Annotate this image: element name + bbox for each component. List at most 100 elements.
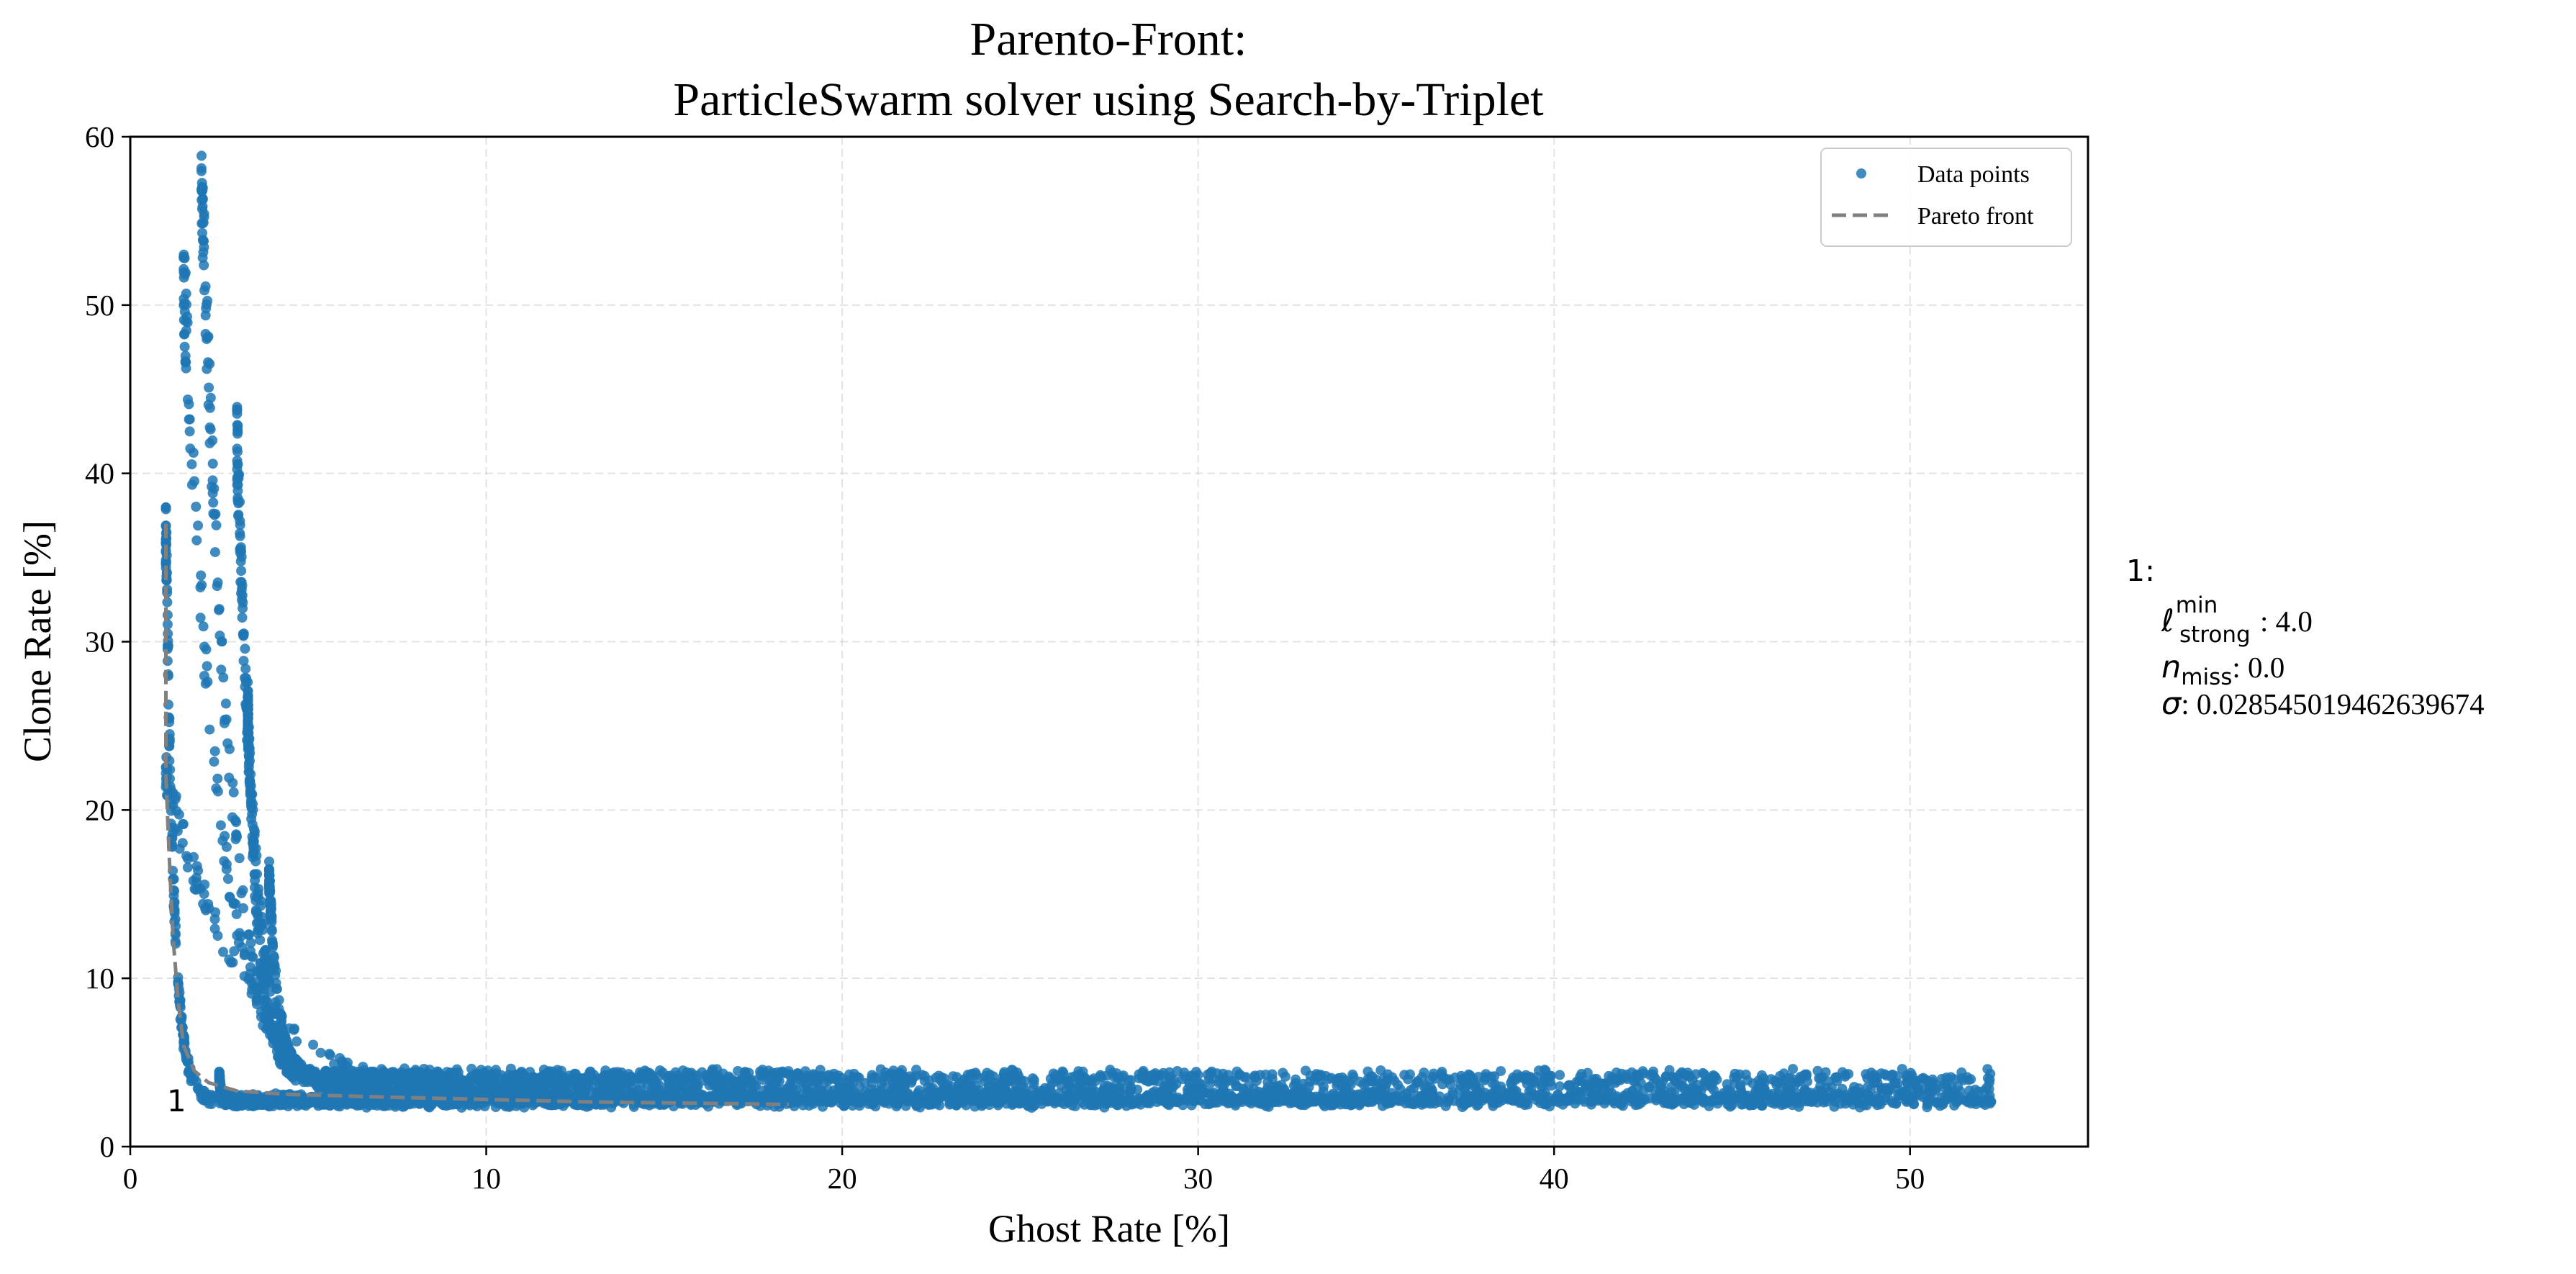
data-point (308, 1039, 319, 1050)
data-point (1412, 1075, 1423, 1086)
data-point (197, 218, 208, 229)
data-point (1843, 1069, 1854, 1080)
data-point (906, 1075, 917, 1086)
data-point (203, 399, 214, 410)
data-point (243, 723, 253, 734)
data-point (207, 482, 217, 492)
data-point (374, 1070, 385, 1081)
data-point (1788, 1064, 1798, 1075)
data-point (1444, 1074, 1455, 1085)
data-point (267, 935, 277, 946)
data-point (479, 1072, 490, 1083)
data-point (970, 1067, 981, 1078)
data-point (1901, 1071, 1912, 1082)
data-point (1348, 1072, 1359, 1083)
data-point (243, 709, 253, 720)
data-point (271, 983, 281, 994)
data-point (337, 1057, 348, 1067)
data-point (792, 1068, 803, 1079)
data-point (547, 1066, 558, 1077)
data-point (247, 984, 258, 995)
data-point (1073, 1066, 1084, 1077)
data-point (881, 1071, 892, 1082)
data-point (229, 946, 240, 957)
data-point (1278, 1067, 1288, 1078)
data-point (186, 479, 197, 490)
data-point (1901, 1085, 1912, 1095)
data-point (250, 882, 260, 893)
data-point (1301, 1065, 1311, 1076)
data-point (238, 656, 249, 667)
data-point (238, 885, 248, 895)
data-point (1735, 1069, 1745, 1080)
data-point (410, 1066, 421, 1077)
data-point (195, 613, 206, 623)
data-point (1576, 1069, 1587, 1079)
data-point (340, 1070, 351, 1080)
data-point (1748, 1078, 1758, 1089)
data-point (844, 1069, 854, 1080)
data-point (1812, 1065, 1823, 1076)
data-point (1815, 1073, 1826, 1084)
data-point (1095, 1071, 1106, 1082)
data-point (202, 661, 212, 672)
data-point (663, 1070, 674, 1081)
data-point (193, 865, 204, 876)
data-point (193, 520, 204, 531)
data-point (1273, 1080, 1283, 1091)
data-point (353, 1075, 363, 1086)
data-point (211, 520, 222, 530)
data-point (606, 1075, 617, 1085)
data-point (1400, 1098, 1411, 1108)
data-point (274, 1003, 284, 1014)
data-point (1473, 1072, 1484, 1083)
data-point (828, 1085, 839, 1095)
data-point (737, 1074, 748, 1085)
data-point (212, 773, 223, 784)
data-point (246, 813, 257, 824)
data-point (250, 891, 261, 902)
data-point (238, 903, 248, 913)
data-point (453, 1067, 464, 1078)
data-point (220, 715, 230, 725)
data-point (204, 382, 214, 393)
data-point (243, 692, 253, 702)
data-point (515, 1075, 525, 1086)
data-point (236, 566, 247, 577)
data-point (182, 853, 193, 864)
data-point (228, 787, 239, 798)
data-point (162, 619, 173, 630)
data-point (296, 1063, 307, 1074)
data-point (1178, 1074, 1188, 1084)
data-point (1917, 1073, 1928, 1084)
data-point (833, 1070, 844, 1081)
data-point (161, 537, 171, 548)
data-point (231, 909, 242, 919)
data-point (248, 836, 258, 847)
data-point (238, 630, 249, 641)
data-point (202, 299, 212, 310)
data-point (1637, 1066, 1648, 1077)
data-point (315, 1047, 326, 1058)
data-point (178, 315, 189, 325)
data-point (1601, 1095, 1612, 1106)
data-point (201, 644, 212, 655)
data-point (200, 281, 211, 292)
data-point (199, 242, 209, 253)
data-point (292, 1036, 302, 1047)
data-point (253, 925, 263, 936)
data-point (268, 1029, 279, 1039)
data-point (244, 973, 255, 984)
data-point (560, 1072, 571, 1083)
data-point (264, 895, 275, 906)
data-point (1427, 1085, 1437, 1095)
data-point (287, 1054, 298, 1065)
data-point (209, 923, 220, 934)
data-point (235, 497, 245, 507)
data-point (576, 1078, 587, 1088)
data-point (251, 994, 262, 1005)
data-point (259, 979, 270, 990)
data-point (221, 841, 232, 852)
data-point (1576, 1086, 1586, 1097)
